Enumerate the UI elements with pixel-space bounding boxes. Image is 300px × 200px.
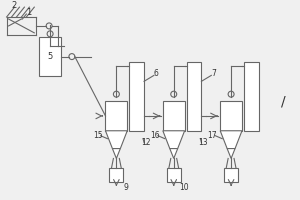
Text: 16: 16 [150,131,160,140]
Bar [167,168,181,182]
Text: 10: 10 [179,183,188,192]
Bar [224,168,238,182]
Text: 5: 5 [47,52,53,61]
Text: 9: 9 [124,183,129,192]
Bar [244,62,259,131]
Bar [39,37,61,76]
Polygon shape [170,149,178,158]
Bar [163,101,184,131]
Bar [106,101,127,131]
Text: 15: 15 [93,131,102,140]
Bar [187,62,201,131]
Polygon shape [163,131,184,149]
Text: 12: 12 [141,138,151,147]
Text: 6: 6 [154,69,158,78]
Text: 7: 7 [211,69,216,78]
Bar [129,62,144,131]
Polygon shape [112,149,120,158]
Text: 2: 2 [12,1,17,10]
Text: 1: 1 [26,8,31,17]
Polygon shape [220,131,242,149]
Bar [110,168,123,182]
Text: /: / [281,94,286,108]
Text: 17: 17 [208,131,217,140]
Bar [220,101,242,131]
Polygon shape [227,149,235,158]
Text: 13: 13 [199,138,208,147]
Polygon shape [106,131,127,149]
